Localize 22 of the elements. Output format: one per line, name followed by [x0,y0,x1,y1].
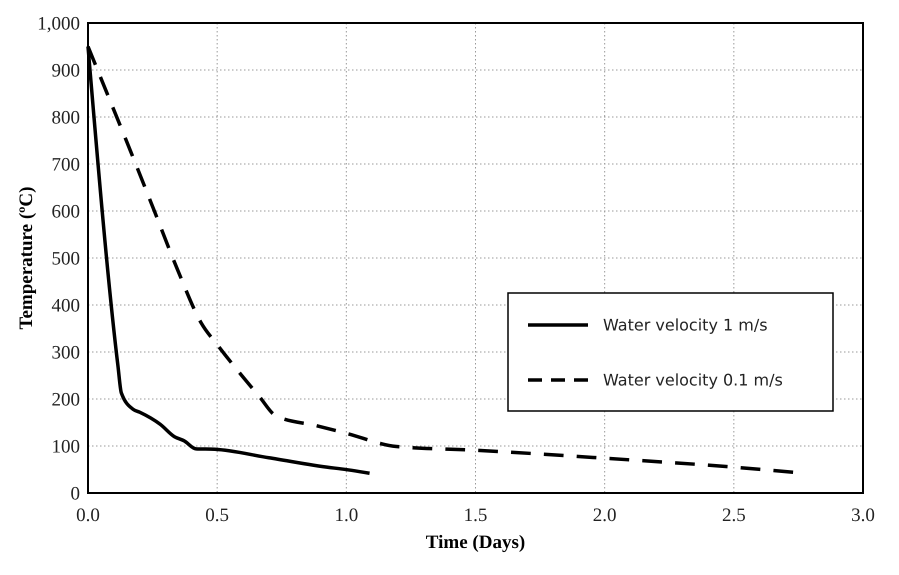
legend-label: Water velocity 0.1 m/s [603,370,783,390]
y-tick-label: 500 [52,248,80,270]
y-tick-label: 800 [52,108,80,129]
y-tick-label: 300 [52,342,80,364]
x-tick-label: 0.5 [205,505,230,526]
y-tick-label: 900 [52,60,80,82]
y-tick-label: 200 [52,390,80,411]
y-tick-label: 100 [52,436,80,458]
x-axis-title: Time (Days) [426,532,526,553]
y-tick-label: 700 [52,154,80,176]
x-tick-label: 2.5 [722,505,746,526]
x-tick-label: 3.0 [851,505,875,526]
y-axis-title: Temperature (ºC) [16,186,37,330]
x-tick-label: 0.0 [76,505,100,526]
y-tick-label: 400 [52,296,80,317]
y-tick-label: 0 [70,484,80,505]
y-tick-label: 1,000 [37,14,80,35]
x-tick-label: 1.0 [334,505,358,526]
legend-label: Water velocity 1 m/s [603,316,768,335]
x-tick-label: 2.0 [592,505,617,526]
y-tick-label: 600 [52,202,80,223]
x-tick-label: 1.5 [464,505,488,526]
